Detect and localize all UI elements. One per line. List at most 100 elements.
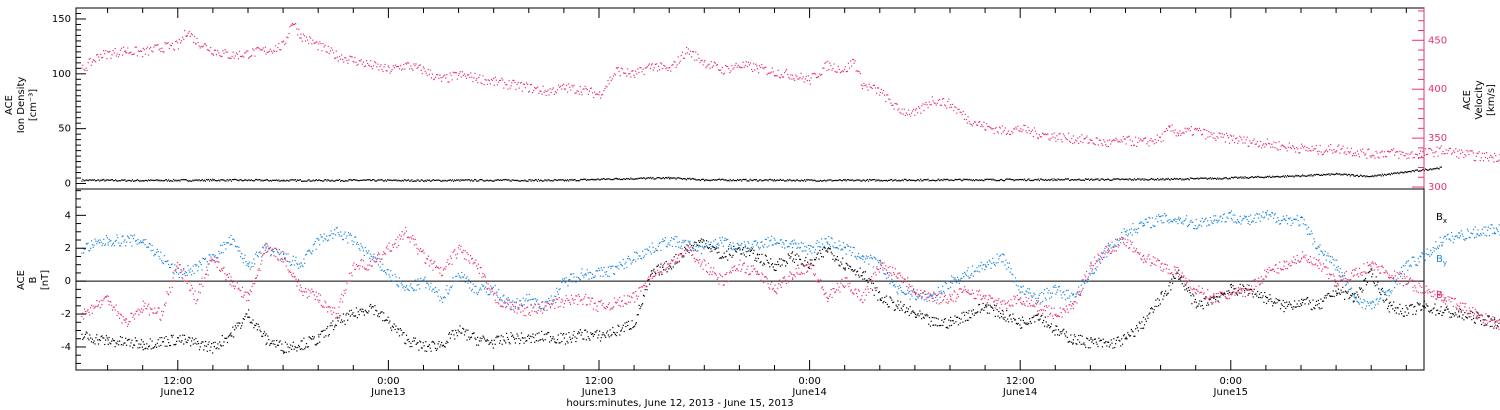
- data-point: [523, 83, 526, 85]
- data-point: [1324, 174, 1326, 176]
- data-point: [1158, 179, 1160, 181]
- data-point: [459, 325, 461, 327]
- data-point: [256, 178, 258, 181]
- data-point: [1216, 296, 1218, 298]
- data-point: [926, 313, 928, 315]
- data-point: [1169, 125, 1171, 127]
- data-point: [646, 177, 648, 179]
- data-point: [750, 179, 752, 181]
- data-point: [862, 179, 864, 181]
- data-point: [695, 242, 697, 244]
- data-point: [1480, 323, 1483, 326]
- data-point: [1345, 153, 1347, 155]
- data-point: [377, 179, 379, 181]
- data-point: [724, 256, 726, 258]
- data-point: [303, 35, 305, 37]
- data-point: [431, 73, 434, 75]
- data-point: [925, 101, 927, 104]
- data-point: [912, 179, 914, 181]
- data-point: [1276, 148, 1278, 150]
- data-point: [706, 240, 708, 242]
- data-point: [513, 336, 515, 338]
- data-point: [1161, 133, 1163, 135]
- data-point: [1090, 178, 1092, 180]
- data-point: [210, 47, 212, 49]
- data-point: [1437, 155, 1439, 157]
- data-point: [776, 179, 778, 181]
- data-point: [1430, 309, 1433, 311]
- data-point: [354, 179, 356, 181]
- data-point: [1388, 151, 1390, 153]
- data-point: [508, 179, 510, 181]
- data-point: [1000, 178, 1003, 181]
- data-point: [1105, 179, 1107, 181]
- data-point: [582, 88, 584, 90]
- data-point: [962, 179, 964, 181]
- data-point: [982, 126, 984, 128]
- data-point: [413, 340, 415, 342]
- data-point: [866, 279, 868, 281]
- data-point: [682, 57, 685, 59]
- data-point: [330, 180, 332, 182]
- data-point: [1126, 136, 1128, 138]
- data-point: [833, 179, 835, 181]
- data-point: [1075, 342, 1077, 345]
- data-point: [961, 114, 963, 116]
- data-point: [1171, 178, 1173, 180]
- data-point: [676, 64, 678, 66]
- data-point: [896, 103, 898, 105]
- data-point: [839, 179, 841, 181]
- data-point: [340, 321, 342, 323]
- data-point: [1219, 296, 1221, 298]
- data-point: [358, 180, 360, 182]
- data-point: [1159, 303, 1161, 305]
- data-point: [1360, 287, 1362, 289]
- data-point: [1369, 176, 1371, 178]
- data-point: [1200, 177, 1202, 179]
- data-point: [842, 267, 845, 269]
- data-point: [456, 332, 458, 334]
- data-point: [801, 263, 803, 265]
- data-point: [706, 65, 708, 67]
- data-point: [1121, 141, 1123, 143]
- data-point: [710, 248, 712, 250]
- data-point: [113, 52, 115, 54]
- data-point: [1277, 299, 1279, 301]
- data-point: [455, 72, 457, 74]
- data-point: [170, 45, 172, 47]
- data-point: [728, 253, 731, 255]
- data-point: [752, 70, 754, 72]
- data-point: [1075, 179, 1077, 181]
- data-point: [953, 322, 955, 324]
- data-point: [1057, 334, 1059, 336]
- data-point: [290, 179, 292, 181]
- data-point: [143, 180, 145, 182]
- data-point: [1482, 160, 1484, 162]
- data-point: [776, 264, 778, 266]
- data-point: [1083, 138, 1085, 140]
- data-point: [979, 311, 981, 313]
- data-point: [1173, 132, 1175, 134]
- data-point: [658, 65, 660, 67]
- data-point: [597, 178, 599, 180]
- data-point: [1048, 324, 1050, 327]
- data-point: [1311, 309, 1313, 311]
- data-point: [862, 272, 864, 274]
- data-point: [927, 315, 929, 317]
- data-point: [1346, 174, 1348, 176]
- data-point: [107, 343, 109, 345]
- data-point: [1397, 151, 1399, 153]
- data-point: [335, 179, 337, 181]
- data-point: [855, 179, 857, 182]
- data-point: [1353, 293, 1355, 295]
- data-point: [1391, 149, 1394, 151]
- data-point: [612, 179, 614, 181]
- data-point: [325, 335, 327, 337]
- data-point: [1358, 287, 1361, 289]
- data-point: [1265, 302, 1268, 305]
- data-point: [1015, 322, 1017, 324]
- data-point: [531, 92, 534, 94]
- data-point: [892, 301, 894, 304]
- data-point: [597, 337, 599, 339]
- data-point: [235, 52, 237, 54]
